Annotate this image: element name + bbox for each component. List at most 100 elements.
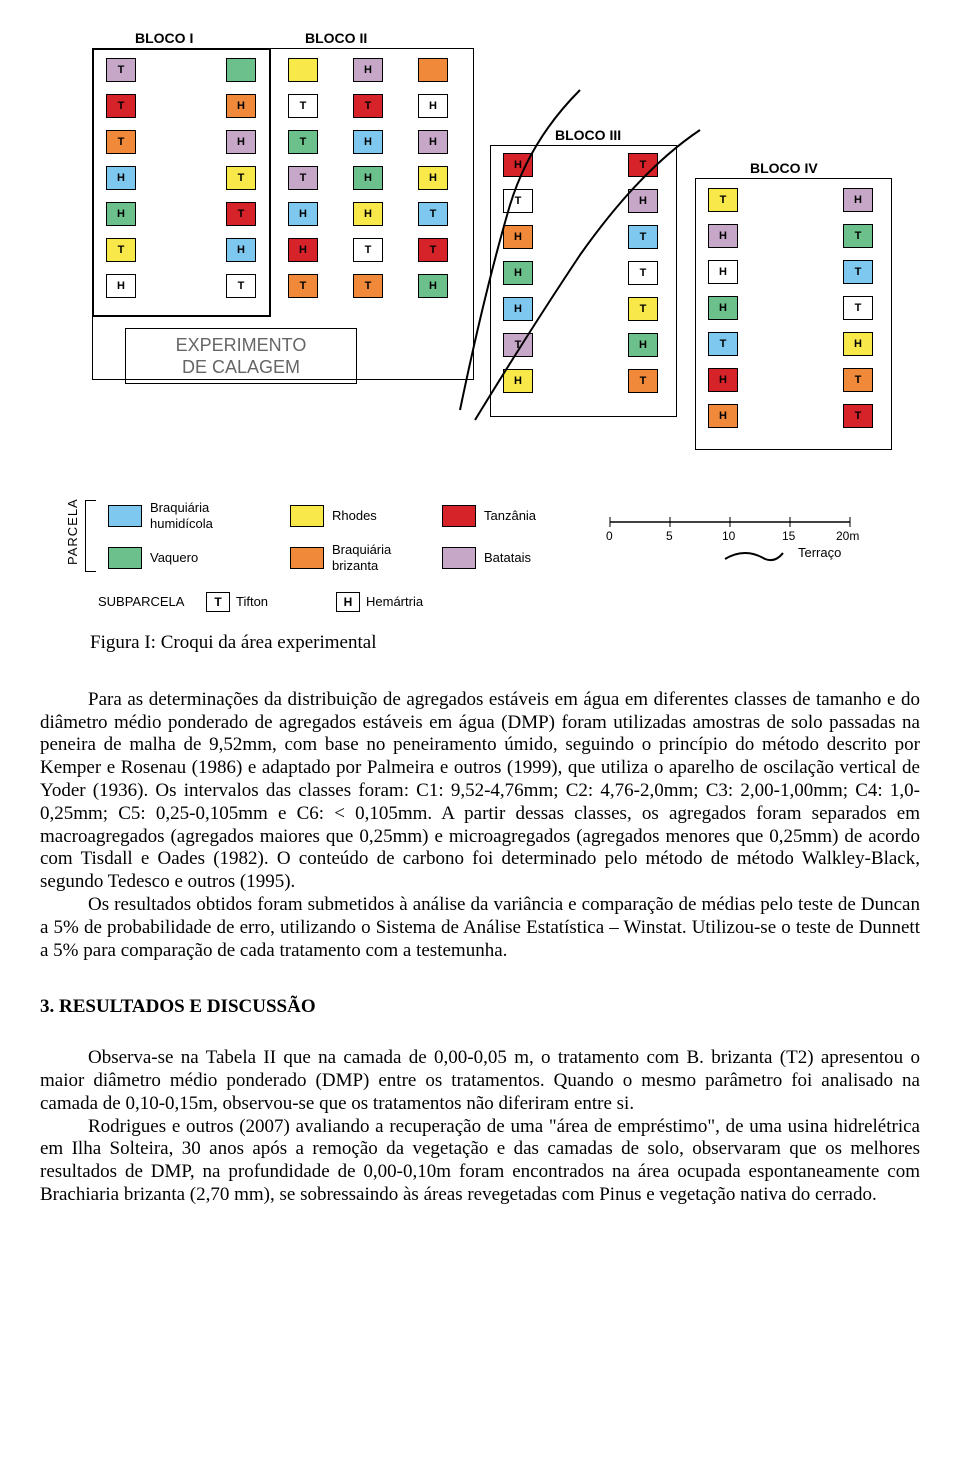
- plot-cell: T: [843, 368, 873, 392]
- experimento-box: EXPERIMENTO DE CALAGEM: [125, 328, 357, 384]
- plot-cell: H: [503, 297, 533, 321]
- plot-cell: T: [503, 189, 533, 213]
- plot-cell: H: [708, 296, 738, 320]
- tick-1: 5: [666, 529, 673, 543]
- plot-cell: H: [106, 202, 136, 226]
- experimental-layout-diagram: BLOCO I BLOCO II BLOCO III BLOCO IV TTTH…: [40, 30, 910, 490]
- plot-cell: T: [843, 404, 873, 428]
- paragraph-2: Os resultados obtidos foram submetidos à…: [40, 894, 920, 962]
- plot-cell: H: [503, 369, 533, 393]
- plot-cell: H: [418, 130, 448, 154]
- plot-cell: H: [418, 94, 448, 118]
- plot-cell: H: [418, 274, 448, 298]
- plot-cell: H: [628, 333, 658, 357]
- leg-rhodes: Rhodes: [332, 508, 412, 524]
- plot-cell: T: [288, 166, 318, 190]
- plot-cell: [288, 58, 318, 82]
- plot-cell: T: [226, 166, 256, 190]
- tick-2: 10: [722, 529, 735, 543]
- plot-cell: T: [353, 238, 383, 262]
- plot-cell: H: [226, 238, 256, 262]
- swatch-brizanta: [290, 547, 324, 569]
- plot-cell: T: [628, 153, 658, 177]
- plot-cell: H: [418, 166, 448, 190]
- plot-cell: T: [708, 188, 738, 212]
- leg-tanzania: Tanzânia: [484, 508, 536, 524]
- figure-caption: Figura I: Croqui da área experimental: [90, 632, 920, 655]
- plot-cell: T: [288, 130, 318, 154]
- plot-cell: H: [353, 58, 383, 82]
- legend-row1: Braquiária humidícola Rhodes Tanzânia: [108, 500, 536, 531]
- legend-terraco: Terraço: [720, 545, 790, 567]
- plot-cell: T: [628, 225, 658, 249]
- plot-cell: H: [503, 261, 533, 285]
- plot-cell: H: [353, 202, 383, 226]
- swatch-rhodes: [290, 505, 324, 527]
- leg-brizanta: Braquiária brizanta: [332, 542, 412, 573]
- plot-cell: T: [843, 296, 873, 320]
- plot-cell: H: [503, 225, 533, 249]
- plot-cell: H: [288, 202, 318, 226]
- plot-cell: H: [106, 274, 136, 298]
- plot-cell: T: [226, 202, 256, 226]
- leg-hemartria: Hemártria: [366, 594, 423, 610]
- leg-humidicola: Braquiária humidícola: [150, 500, 260, 531]
- plot-cell: H: [843, 332, 873, 356]
- swatch-hemartria: H: [336, 592, 360, 612]
- plot-cell: T: [843, 224, 873, 248]
- legend: PARCELA Braquiária humidícola Rhodes Tan…: [40, 500, 910, 630]
- plot-cell: H: [106, 166, 136, 190]
- leg-batatais: Batatais: [484, 550, 531, 566]
- leg-tifton: Tifton: [236, 594, 306, 610]
- plot-cell: [226, 58, 256, 82]
- plot-cell: H: [708, 224, 738, 248]
- swatch-tifton: T: [206, 592, 230, 612]
- plot-cell: H: [708, 404, 738, 428]
- plot-cell: H: [288, 238, 318, 262]
- section-heading: 3. RESULTADOS E DISCUSSÃO: [40, 996, 920, 1019]
- plot-cell: T: [843, 260, 873, 284]
- paragraph-1: Para as determinações da distribuição de…: [40, 689, 920, 894]
- tick-3: 15: [782, 529, 795, 543]
- paragraph-3: Observa-se na Tabela II que na camada de…: [40, 1047, 920, 1115]
- plot-cell: H: [843, 188, 873, 212]
- tick-4: 20m: [836, 529, 859, 543]
- paragraph-4: Rodrigues e outros (2007) avaliando a re…: [40, 1116, 920, 1207]
- plot-cell: T: [628, 261, 658, 285]
- plot-cell: T: [106, 238, 136, 262]
- plot-cell: H: [226, 94, 256, 118]
- experimento-line1: EXPERIMENTO: [176, 335, 307, 355]
- plot-cell: T: [628, 369, 658, 393]
- plot-cell: [418, 58, 448, 82]
- plot-cell: T: [353, 274, 383, 298]
- subparcela-label: SUBPARCELA: [98, 594, 206, 610]
- parcela-brace: [85, 500, 96, 572]
- plot-cell: T: [418, 238, 448, 262]
- swatch-vaquero: [108, 547, 142, 569]
- plot-cell: H: [226, 130, 256, 154]
- parcela-label: PARCELA: [65, 498, 81, 565]
- plot-cell: H: [628, 189, 658, 213]
- scale-bar: 0 5 10 15 20m: [600, 508, 860, 533]
- plot-cell: T: [288, 94, 318, 118]
- leg-terraco: Terraço: [798, 545, 841, 561]
- plot-cell: H: [708, 260, 738, 284]
- plot-cell: T: [708, 332, 738, 356]
- label-bloco3: BLOCO III: [555, 127, 621, 144]
- leg-vaquero: Vaquero: [150, 550, 260, 566]
- plot-cell: T: [106, 94, 136, 118]
- plot-cell: T: [503, 333, 533, 357]
- tick-0: 0: [606, 529, 613, 543]
- plot-cell: T: [353, 94, 383, 118]
- plot-cell: H: [353, 130, 383, 154]
- plot-cell: T: [106, 130, 136, 154]
- plot-cell: H: [353, 166, 383, 190]
- plot-cell: H: [708, 368, 738, 392]
- label-bloco2: BLOCO II: [305, 30, 367, 47]
- label-bloco4: BLOCO IV: [750, 160, 818, 177]
- swatch-batatais: [442, 547, 476, 569]
- swatch-humidicola: [108, 505, 142, 527]
- plot-cell: T: [418, 202, 448, 226]
- plot-cell: H: [503, 153, 533, 177]
- legend-row2: Vaquero Braquiária brizanta Batatais: [108, 542, 531, 573]
